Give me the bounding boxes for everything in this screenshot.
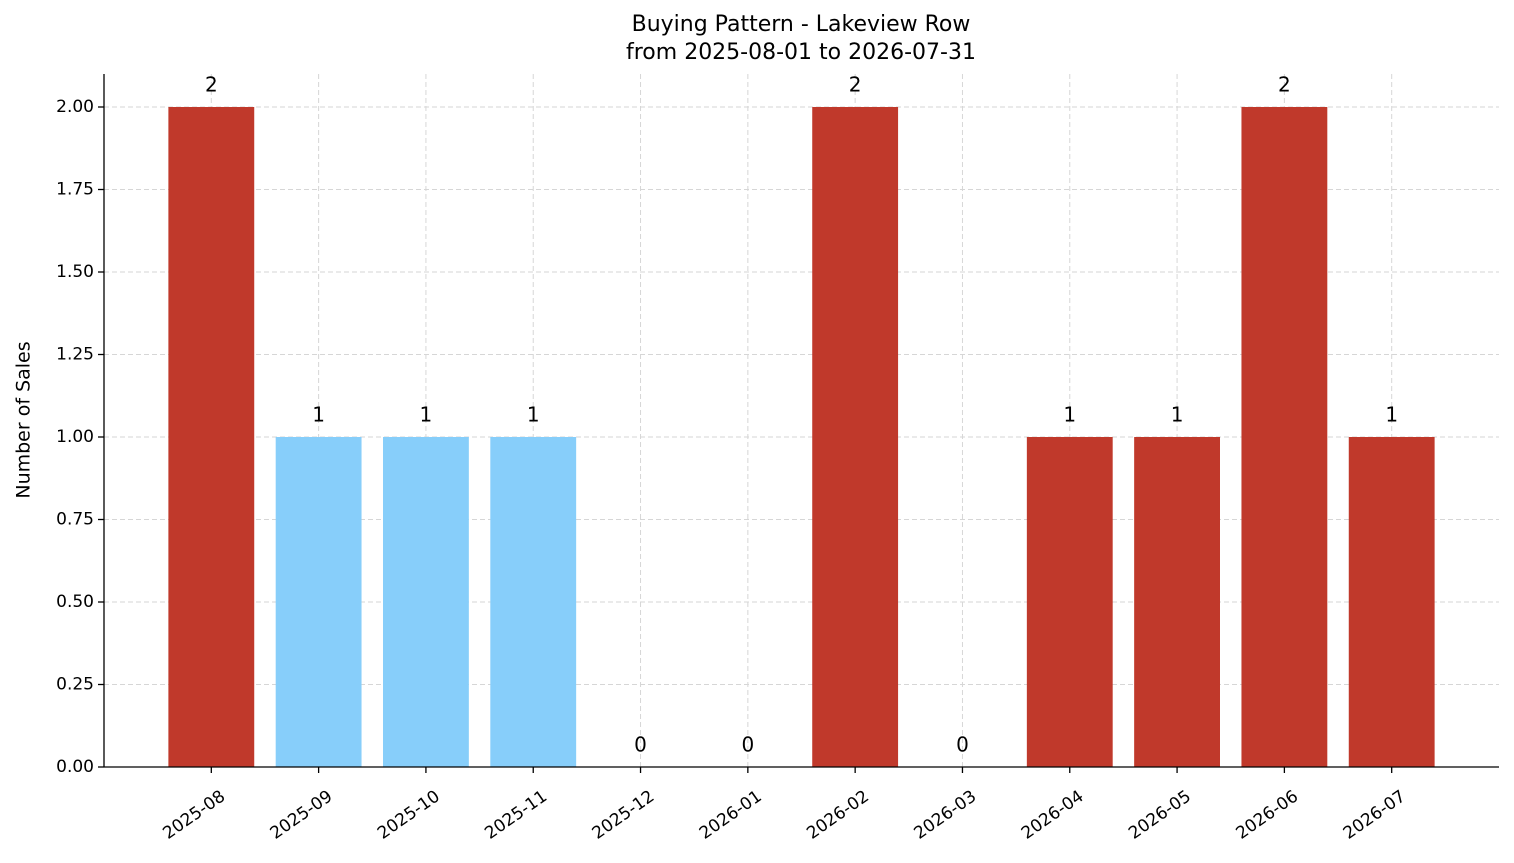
bar [1026, 437, 1113, 767]
bar [490, 437, 577, 767]
x-tick-label: 2025-12 [589, 787, 659, 844]
x-tick-label: 2025-09 [267, 787, 337, 844]
data-label: 0 [956, 733, 969, 757]
x-tick-label: 2026-06 [1232, 787, 1302, 844]
chart-subtitle: from 2025-08-01 to 2026-07-31 [626, 40, 976, 65]
chart-title: Buying Pattern - Lakeview Row [632, 12, 971, 37]
data-label: 2 [205, 73, 218, 97]
y-tick-label: 1.25 [56, 345, 94, 365]
x-tick-label: 2025-11 [481, 787, 551, 844]
x-tick-label: 2026-03 [911, 787, 981, 844]
y-tick-label: 0.50 [56, 592, 94, 612]
x-tick-label: 2025-08 [159, 787, 229, 844]
x-tick-label: 2025-10 [374, 787, 444, 844]
data-label: 2 [849, 73, 862, 97]
bar [275, 437, 362, 767]
bar [168, 107, 255, 767]
data-label: 0 [741, 733, 754, 757]
y-tick-label: 1.00 [56, 427, 94, 447]
y-axis-label: Number of Sales [13, 341, 35, 498]
y-tick-label: 1.75 [56, 180, 94, 200]
data-label: 2 [1278, 73, 1291, 97]
data-label: 1 [312, 403, 325, 427]
data-label: 1 [420, 403, 433, 427]
x-tick-label: 2026-02 [803, 787, 873, 844]
bar [1348, 437, 1435, 767]
y-tick-label: 0.75 [56, 510, 94, 530]
x-tick-label: 2026-05 [1125, 787, 1195, 844]
x-tick-label: 2026-07 [1340, 787, 1410, 844]
x-tick-label: 2026-01 [696, 787, 766, 844]
data-label: 1 [527, 403, 540, 427]
bar [1134, 437, 1220, 767]
data-label: 1 [1385, 403, 1398, 427]
y-tick-label: 0.25 [56, 675, 94, 695]
y-tick-label: 1.50 [56, 262, 94, 282]
bar [383, 437, 469, 767]
x-tick-label: 2026-04 [1018, 787, 1088, 844]
data-label: 1 [1171, 403, 1184, 427]
y-tick-label: 2.00 [56, 97, 94, 117]
bar [1241, 107, 1328, 767]
y-tick-label: 0.00 [56, 757, 94, 777]
data-label: 1 [1063, 403, 1076, 427]
bar [812, 107, 899, 767]
data-label: 0 [634, 733, 647, 757]
